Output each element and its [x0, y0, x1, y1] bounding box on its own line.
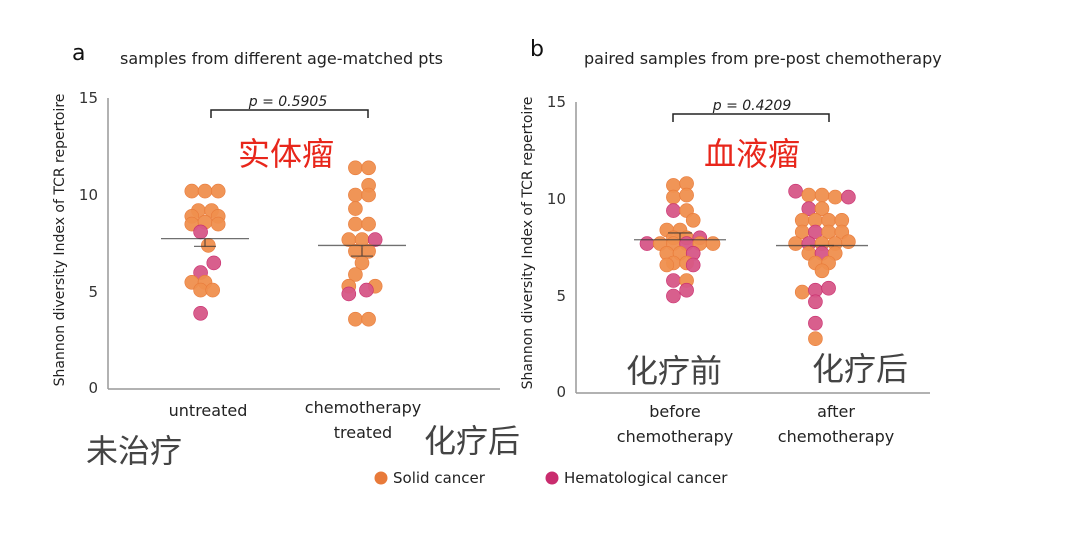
- data-point: [788, 236, 803, 251]
- panel-b-letter: b: [530, 37, 544, 62]
- panel-a-ylabel: Shannon diversity Index of TCR repertoir…: [52, 94, 68, 387]
- panel-b-category-after-line1: after: [817, 402, 855, 421]
- data-point: [788, 183, 803, 199]
- panel-b-ylabel: Shannon diversity Index of TCR repertoir…: [520, 97, 536, 390]
- data-point: [794, 284, 810, 300]
- panel-a-category-untreated: untreated: [169, 401, 248, 420]
- data-point: [361, 311, 376, 327]
- legend-solid-swatch: [374, 471, 388, 485]
- panel-a-ytick-10: 10: [79, 186, 98, 204]
- legend: Solid cancer Hematological cancer: [374, 469, 728, 487]
- data-point: [348, 201, 363, 216]
- panel-b-ytick-5: 5: [556, 287, 566, 305]
- panel-a-annotation-after-chemo: 化疗后: [424, 422, 520, 460]
- panel-a-annotation-untreated: 未治疗: [86, 432, 182, 470]
- data-point: [808, 294, 823, 310]
- panel-b-ytick-0: 0: [556, 383, 566, 401]
- panel-a-ytick-5: 5: [88, 283, 98, 301]
- data-point: [841, 234, 856, 249]
- data-point: [705, 236, 721, 251]
- data-point: [197, 183, 213, 199]
- data-point: [361, 216, 376, 232]
- data-point: [679, 187, 694, 203]
- panel-a-letter: a: [72, 41, 85, 66]
- data-point: [821, 280, 836, 296]
- data-point: [348, 216, 363, 232]
- data-point: [666, 273, 681, 288]
- data-point: [210, 183, 226, 199]
- legend-hemato-label: Hematological cancer: [564, 469, 728, 487]
- data-point: [685, 257, 701, 273]
- data-point: [685, 213, 701, 228]
- data-point: [206, 255, 222, 271]
- panel-a-title: samples from different age-matched pts: [120, 49, 443, 68]
- data-point: [814, 187, 830, 203]
- panel-a: a samples from different age-matched pts…: [52, 41, 520, 470]
- panel-b-pvalue-bracket: [672, 113, 830, 122]
- data-point: [359, 282, 374, 298]
- data-point: [361, 160, 376, 176]
- panel-b-annotation-before-chemo: 化疗前: [626, 352, 722, 390]
- data-point: [341, 286, 357, 302]
- panel-b-title: paired samples from pre-post chemotherap…: [584, 49, 942, 68]
- panel-b-category-after-line2: chemotherapy: [778, 427, 894, 446]
- panel-a-category-chemo-line1: chemotherapy: [305, 398, 421, 417]
- panel-b-ytick-15: 15: [547, 93, 566, 111]
- data-point: [193, 224, 208, 240]
- data-point: [639, 236, 655, 251]
- data-point: [814, 263, 830, 279]
- legend-hemato-swatch: [545, 471, 559, 485]
- data-point: [666, 189, 681, 205]
- data-point: [210, 216, 226, 232]
- legend-solid-label: Solid cancer: [393, 469, 486, 487]
- panel-a-pvalue: p = 0.5905: [248, 94, 328, 110]
- data-point: [193, 305, 208, 321]
- data-point: [801, 187, 817, 203]
- panel-a-marks: [161, 160, 406, 327]
- panel-b-category-before-line2: chemotherapy: [617, 427, 733, 446]
- panel-a-y-ticks: 15 10 5 0: [79, 89, 98, 397]
- data-point: [814, 201, 830, 216]
- data-point: [367, 232, 383, 247]
- panel-b-ytick-10: 10: [547, 190, 566, 208]
- panel-b-annotation-hemato-tumor: 血液瘤: [704, 135, 800, 173]
- data-point: [666, 203, 681, 218]
- panel-b-y-ticks: 15 10 5 0: [547, 93, 566, 401]
- data-point: [827, 189, 843, 205]
- data-point: [659, 257, 675, 273]
- panel-a-annotation-solid-tumor: 实体瘤: [238, 135, 334, 173]
- panel-a-category-chemo-line2: treated: [334, 423, 392, 442]
- panel-a-ytick-15: 15: [79, 89, 98, 107]
- data-point: [841, 189, 856, 205]
- data-point: [361, 187, 376, 203]
- data-point: [348, 311, 363, 327]
- data-point: [679, 282, 694, 298]
- data-point: [348, 267, 363, 282]
- data-point: [201, 238, 216, 253]
- data-point: [666, 288, 681, 304]
- panel-b-category-before-line1: before: [649, 402, 701, 421]
- data-point: [348, 187, 363, 203]
- panel-a-ytick-0: 0: [88, 379, 98, 397]
- panel-b-pvalue: p = 0.4209: [712, 98, 792, 114]
- panel-b: b paired samples from pre-post chemother…: [520, 37, 942, 446]
- panel-b-annotation-after-chemo: 化疗后: [812, 350, 908, 388]
- data-point: [808, 331, 823, 347]
- data-point: [205, 282, 220, 298]
- data-point: [808, 315, 823, 331]
- panel-b-marks: [634, 176, 868, 347]
- data-point: [184, 183, 200, 199]
- panel-a-pvalue-bracket: [210, 109, 369, 118]
- data-point: [348, 160, 363, 176]
